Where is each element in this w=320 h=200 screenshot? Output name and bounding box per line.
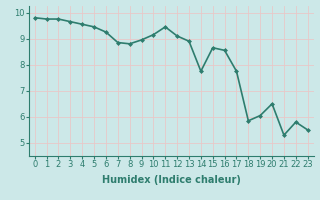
X-axis label: Humidex (Indice chaleur): Humidex (Indice chaleur) [102, 175, 241, 185]
